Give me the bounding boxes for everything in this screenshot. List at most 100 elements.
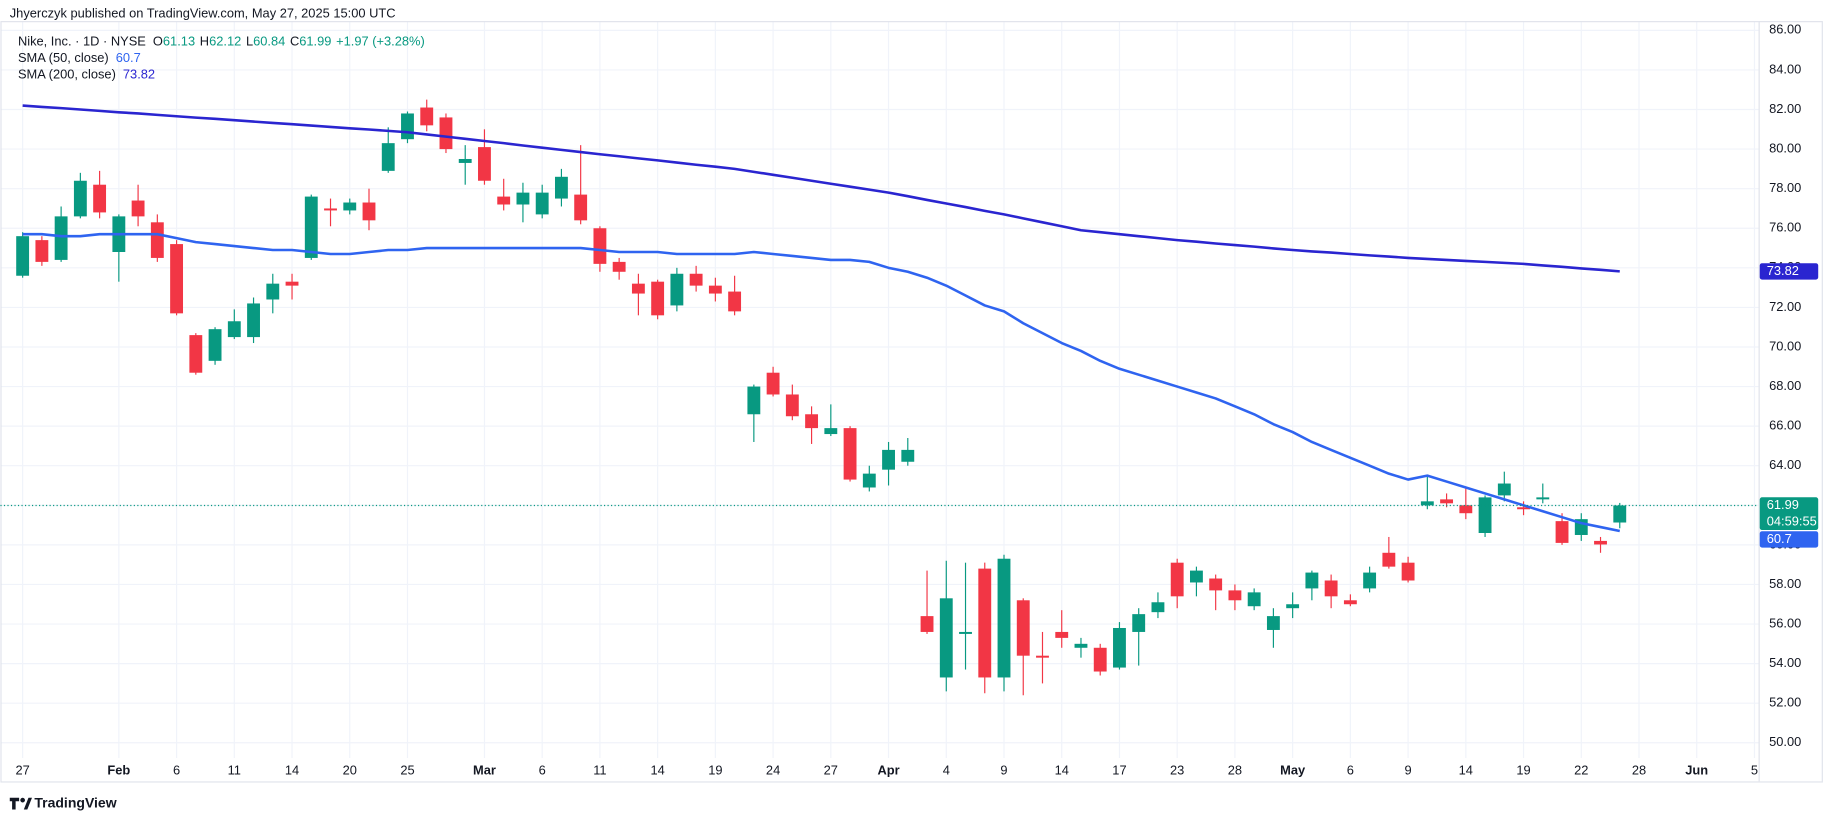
candle-body: [1497, 483, 1511, 496]
candle-body: [247, 303, 260, 338]
candle-body: [785, 394, 799, 417]
price-tag-label: 73.82: [1767, 263, 1799, 278]
ohlc-label: L: [246, 34, 253, 49]
legend-value: 60.7: [116, 50, 141, 65]
candle-body: [824, 428, 838, 435]
y-tick-label: 80.00: [1769, 140, 1801, 155]
logo-icon: [9, 797, 32, 810]
candle-body: [439, 117, 453, 150]
x-tick-label: 14: [285, 762, 299, 777]
candle-body: [208, 329, 222, 361]
x-tick-label: 27: [15, 762, 29, 777]
ohlc-label: C: [290, 34, 299, 49]
plot: [16, 99, 1627, 696]
y-tick-label: 84.00: [1769, 61, 1801, 76]
y-tick-label: 68.00: [1769, 378, 1801, 393]
candle-body: [593, 228, 607, 264]
candle-body: [728, 291, 742, 312]
candle-body: [73, 180, 87, 217]
candle-body: [1016, 600, 1030, 656]
candle-body: [843, 428, 857, 480]
sma-line: [22, 104, 1620, 273]
candle-body: [1266, 616, 1280, 630]
footer-brand: TradingView: [34, 794, 116, 810]
x-tick-label: Feb: [107, 762, 130, 777]
candle-body: [1055, 631, 1069, 638]
candle-body: [1363, 572, 1377, 589]
candle-body: [381, 143, 395, 171]
candle-body: [458, 158, 472, 163]
candle-body: [420, 107, 434, 126]
candle-body: [401, 113, 414, 140]
publisher-line: Jhyerczyk published on TradingView.com, …: [10, 5, 396, 20]
candle-body: [1113, 627, 1126, 668]
x-tick-label: 14: [1459, 762, 1473, 777]
y-tick-label: 58.00: [1769, 576, 1801, 591]
candle-body: [516, 192, 530, 205]
candle-body: [747, 386, 761, 415]
candle-body: [1536, 497, 1550, 500]
ohlc-value: 61.99: [299, 34, 331, 49]
y-tick-label: 52.00: [1769, 695, 1801, 710]
ohlc-value: 60.84: [253, 34, 285, 49]
candle-body: [227, 321, 241, 338]
x-tick-label: 11: [228, 762, 241, 777]
candle-body: [535, 192, 549, 215]
candle-body: [901, 449, 915, 462]
x-tick-label: 23: [1170, 762, 1184, 777]
candle-body: [862, 473, 876, 488]
sma-line: [22, 232, 1621, 533]
candle-body: [574, 194, 588, 221]
candle-body: [612, 261, 626, 272]
y-tick-label: 78.00: [1769, 180, 1801, 195]
x-tick-label: 5: [1751, 762, 1758, 777]
candle-body: [708, 285, 722, 294]
candle-body: [1459, 505, 1473, 514]
y-tick-label: 82.00: [1769, 101, 1801, 116]
x-tick-label: 14: [1055, 762, 1069, 777]
candle-body: [1613, 505, 1627, 523]
candle-body: [631, 283, 645, 294]
candle-body: [920, 616, 934, 632]
x-tick-label: 6: [1347, 762, 1354, 777]
x-tick-label: 22: [1574, 762, 1588, 777]
candle-body: [304, 196, 318, 258]
candle-body: [1170, 562, 1184, 597]
candle-body: [1209, 578, 1223, 591]
x-tick-label: 25: [400, 762, 414, 777]
candle-body: [959, 631, 972, 634]
candle-body: [324, 208, 337, 211]
change: +1.97 (+3.28%): [336, 34, 425, 49]
candle-body: [1093, 647, 1107, 672]
x-tick-label: 9: [1000, 762, 1007, 777]
price-tag-label: 60.7: [1767, 531, 1792, 546]
candle-body: [1343, 600, 1357, 605]
ohlc-label: O: [153, 34, 163, 49]
ohlc-value: 61.13: [163, 34, 195, 49]
price-tag: [1759, 263, 1819, 280]
candle-body: [1517, 507, 1530, 510]
x-tick-label: 19: [1516, 762, 1530, 777]
candle-body: [882, 449, 895, 470]
y-tick-label: 50.00: [1769, 734, 1801, 749]
x-tick-label: 28: [1632, 762, 1646, 777]
x-tick-label: 6: [173, 762, 180, 777]
y-tick-label: 56.00: [1769, 615, 1801, 630]
price-tag: [1759, 531, 1819, 548]
candle-body: [497, 196, 511, 205]
candle-body: [1286, 604, 1300, 609]
candle-body: [939, 598, 953, 678]
candle-body: [670, 273, 684, 306]
legend-name: SMA (50, close): [18, 50, 109, 65]
candle-body: [150, 222, 164, 258]
candle-body: [1228, 590, 1242, 601]
footer-logo: TradingView: [9, 794, 117, 810]
candle-body: [93, 184, 107, 213]
candle-body: [1594, 540, 1607, 545]
x-tick-label: 19: [708, 762, 722, 777]
x-tick-label: Apr: [877, 762, 899, 777]
legend-name: SMA (200, close): [18, 66, 116, 81]
